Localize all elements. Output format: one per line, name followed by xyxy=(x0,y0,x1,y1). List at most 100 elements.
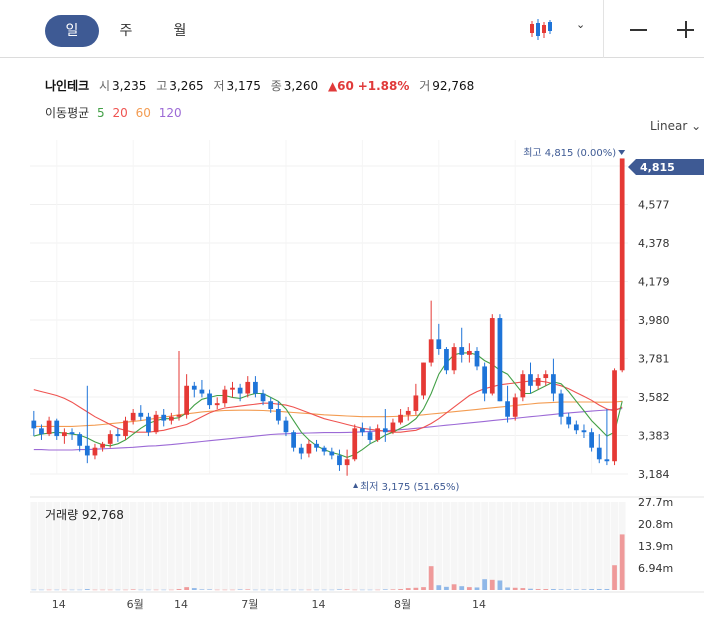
volume-bar xyxy=(291,589,296,591)
volume-bg-column xyxy=(297,502,305,590)
volume-bar xyxy=(69,589,75,591)
volume-bg-column xyxy=(565,502,573,590)
candle-body xyxy=(512,397,518,417)
ma5-label: 5 xyxy=(97,106,105,120)
period-tab-month[interactable]: 월 xyxy=(173,23,187,39)
volume-bg-column xyxy=(343,502,351,590)
volume-bg-column xyxy=(496,502,504,590)
volume-bg-column xyxy=(290,502,298,590)
volume-bar xyxy=(573,589,579,590)
candlestick-icon[interactable] xyxy=(528,16,554,42)
volume-bg-column xyxy=(389,502,397,590)
volume-bar xyxy=(512,587,518,590)
chevron-down-icon: ⌄ xyxy=(691,119,702,133)
volume-bar xyxy=(398,589,403,590)
period-tab-day[interactable]: 일 xyxy=(45,15,99,47)
volume-bg-column xyxy=(76,502,84,590)
candle-body xyxy=(405,410,411,415)
volume-bg-column xyxy=(580,502,588,590)
volume-bg-column xyxy=(442,502,450,590)
candle-body xyxy=(138,412,144,417)
volume-label: 거 xyxy=(419,79,431,93)
volume-value: 92,768 xyxy=(432,79,475,93)
volume-bar xyxy=(306,589,312,591)
x-tick-label: 14 xyxy=(174,598,188,611)
y-tick-label: 3,980 xyxy=(638,314,670,327)
volume-bar xyxy=(382,589,388,590)
volume-bg-column xyxy=(542,502,550,590)
volume-bg-column xyxy=(504,502,512,590)
volume-bg-column xyxy=(473,502,481,590)
volume-bar xyxy=(146,589,151,591)
candle-body xyxy=(321,447,327,452)
volume-bar xyxy=(551,589,556,590)
close-label: 종 xyxy=(270,79,282,93)
minus-icon[interactable] xyxy=(630,29,647,31)
volume-bar xyxy=(367,589,373,591)
volume-bar xyxy=(528,588,533,590)
volume-bg-column xyxy=(313,502,320,590)
x-tick-label: 6월 xyxy=(127,598,144,611)
candle-body xyxy=(291,432,296,448)
volume-bar xyxy=(237,589,243,590)
volume-bg-column xyxy=(320,502,328,590)
volume-bar xyxy=(54,589,60,591)
volume-bar xyxy=(130,589,136,590)
volume-bar xyxy=(589,589,594,590)
plus-icon-vertical[interactable] xyxy=(685,21,687,38)
toolbar-divider xyxy=(603,0,604,58)
volume-bar xyxy=(31,589,37,591)
ma60-line xyxy=(33,400,623,427)
last-price-label: 4,815 xyxy=(640,161,675,174)
x-tick-label: 7월 xyxy=(241,598,258,611)
volume-bar xyxy=(489,579,495,590)
volume-bg-column xyxy=(488,502,496,590)
candle-body xyxy=(413,395,419,411)
volume-tick-label: 27.7m xyxy=(638,496,673,509)
candle-body xyxy=(489,318,495,394)
volume-bar xyxy=(497,580,503,590)
volume-bar xyxy=(337,589,342,590)
candle-body xyxy=(566,416,572,425)
candle-body xyxy=(237,387,243,394)
volume-bar xyxy=(84,589,90,590)
candle-body xyxy=(260,393,266,402)
candle-body xyxy=(581,430,587,433)
volume-bar xyxy=(207,589,212,590)
ma5-line xyxy=(33,352,623,458)
candle-body xyxy=(619,158,625,371)
volume-bg-column xyxy=(534,502,542,590)
volume-bg-column xyxy=(152,502,160,590)
candle-body xyxy=(382,428,388,433)
volume-bg-column xyxy=(198,502,206,590)
volume-bg-column xyxy=(68,502,76,590)
candle-body xyxy=(543,374,549,379)
candle-body xyxy=(100,443,105,448)
volume-bg-column xyxy=(595,502,603,590)
volume-legend: 거래량 92,768 xyxy=(45,508,124,522)
volume-bar xyxy=(138,589,144,591)
volume-bg-column xyxy=(259,502,267,590)
volume-bg-column xyxy=(244,502,252,590)
last-price-tag xyxy=(628,159,704,175)
volume-bar xyxy=(260,589,266,591)
candle-body xyxy=(92,447,98,456)
x-tick-label: 14 xyxy=(312,598,326,611)
volume-bar xyxy=(604,589,610,590)
candle-body xyxy=(528,374,533,386)
candle-body xyxy=(199,389,205,394)
candle-body xyxy=(428,339,434,363)
chevron-down-icon[interactable]: ⌄ xyxy=(576,18,586,31)
volume-bg-column xyxy=(397,502,405,590)
candle-body xyxy=(505,401,510,417)
moving-average-legend: 이동평균 5 20 60 120 xyxy=(45,104,186,121)
volume-bar xyxy=(153,589,159,591)
volume-bg-column xyxy=(213,502,221,590)
volume-bar xyxy=(482,579,488,590)
scale-mode-select[interactable]: Linear ⌄ xyxy=(650,119,701,133)
candle-body xyxy=(344,459,350,466)
period-tab-week[interactable]: 주 xyxy=(119,23,133,39)
volume-bar xyxy=(344,589,350,590)
volume-bg-column xyxy=(381,502,389,590)
